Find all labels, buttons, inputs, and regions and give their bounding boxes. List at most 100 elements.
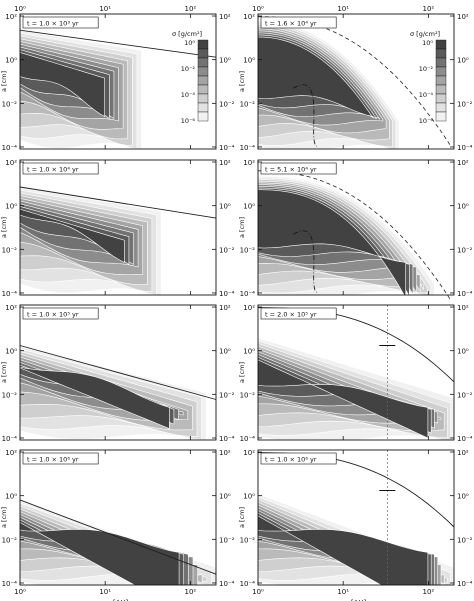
y-tick-label-left: 10⁻² <box>240 246 256 254</box>
y-tick-label-right: 10² <box>457 159 469 167</box>
y-tick-label-right: 10⁻² <box>457 246 473 254</box>
x-tick-label-top: 10⁰ <box>252 5 264 13</box>
y-tick-label-left: 10² <box>243 13 255 21</box>
y-tick-label-left: 10⁰ <box>243 493 255 501</box>
y-axis-label: a [cm] <box>238 71 246 92</box>
colorbar-tick-label-left: 10⁻⁴ <box>181 91 196 99</box>
y-tick-label-right: 10⁰ <box>457 203 469 211</box>
y-tick-label-left: 10⁰ <box>243 348 255 356</box>
y-axis-label: a [cm] <box>0 71 8 92</box>
x-tick-label-bottom: 10² <box>184 588 196 596</box>
time-label: t = 2.0 × 10⁵ yr <box>265 311 317 319</box>
y-tick-label-right: 10⁻⁴ <box>457 580 473 588</box>
colorbar-tick-label-left: 10⁻² <box>419 65 434 73</box>
colorbar: σ [g/cm²]10⁰ 10⁻² 10⁻⁴ 10⁻⁶ <box>410 30 447 125</box>
colorbar-tick-label-left: 10⁻² <box>181 65 196 73</box>
y-tick-label-right: 10⁻⁴ <box>219 144 235 152</box>
y-tick-label-left: 10² <box>5 159 17 167</box>
y-tick-label-left: 10⁻⁴ <box>240 580 256 588</box>
y-tick-label-left: 10² <box>5 304 17 312</box>
y-tick-label-left: 10² <box>243 304 255 312</box>
x-axis-label: r [AU] <box>108 599 129 601</box>
dash-dot-curve <box>293 84 318 147</box>
colorbar-swatch <box>435 39 447 50</box>
y-tick-label-left: 10⁻² <box>240 536 256 544</box>
colorbar-swatch <box>435 48 447 59</box>
y-tick-label-right: 10⁻² <box>457 100 473 108</box>
time-label-box <box>260 452 337 465</box>
time-label-box <box>260 16 337 29</box>
y-tick-label-right: 10² <box>219 159 231 167</box>
y-tick-label-right: 10⁻⁴ <box>457 144 473 152</box>
y-tick-label-right: 10² <box>457 304 469 312</box>
fragmentation-limit-line <box>19 345 217 400</box>
y-tick-label-right: 10⁰ <box>219 203 231 211</box>
y-axis-label: a [cm] <box>0 362 8 383</box>
x-tick-label-bottom: 10¹ <box>337 588 349 596</box>
panel-frame <box>257 159 455 296</box>
y-tick-label-left: 10² <box>243 159 255 167</box>
colorbar-swatch <box>435 111 447 122</box>
panel-frame <box>19 159 217 296</box>
contour-field <box>258 493 454 585</box>
panel-frame <box>19 304 217 441</box>
y-tick-label-right: 10⁰ <box>457 57 469 65</box>
y-tick-label-left: 10⁻⁴ <box>240 144 256 152</box>
time-label-box <box>22 307 99 320</box>
y-tick-label-left: 10⁻² <box>2 100 18 108</box>
contour-band <box>258 359 429 439</box>
y-tick-label-right: 10⁰ <box>457 348 469 356</box>
colorbar-label: σ [g/cm²] <box>172 30 202 38</box>
panel-frame <box>257 304 455 441</box>
y-tick-label-right: 10⁰ <box>219 348 231 356</box>
dashed-boundary-line <box>257 170 451 300</box>
y-tick-label-right: 10⁻⁴ <box>219 580 235 588</box>
panel-right-2: 10² 10² 10⁰ 10⁰ 10⁻² 10⁻² 10⁻⁴ 10⁻⁴ a [cm] t = 5.… <box>238 159 473 300</box>
y-tick-label-right: 10⁻⁴ <box>457 290 473 298</box>
colorbar-swatch <box>435 66 447 77</box>
contour-band <box>20 522 180 585</box>
y-tick-label-right: 10⁻² <box>219 536 235 544</box>
y-tick-label-right: 10⁻² <box>457 536 473 544</box>
y-axis-label: a [cm] <box>238 507 246 528</box>
colorbar-swatch <box>197 48 209 59</box>
y-tick-label-right: 10² <box>219 13 231 21</box>
y-tick-label-left: 10⁰ <box>5 493 17 501</box>
y-tick-label-right: 10⁰ <box>219 57 231 65</box>
time-label-box <box>260 162 337 175</box>
y-tick-label-right: 10⁻² <box>219 100 235 108</box>
y-tick-label-left: 10⁻⁴ <box>2 144 18 152</box>
y-axis-label: a [cm] <box>238 217 246 238</box>
colorbar-swatch <box>197 93 209 104</box>
contour-band <box>258 36 374 119</box>
colorbar-swatch <box>197 66 209 77</box>
contour-field <box>258 337 454 440</box>
colorbar-tick-label-left: 10⁻⁴ <box>419 91 434 99</box>
contour-band <box>20 366 170 429</box>
panel-frame <box>257 449 455 586</box>
y-tick-label-left: 10⁻² <box>240 100 256 108</box>
fragmentation-limit-line <box>19 186 217 219</box>
y-tick-label-right: 10² <box>457 449 469 457</box>
y-tick-label-right: 10⁻² <box>219 391 235 399</box>
colorbar-tick-label-left: 10⁰ <box>422 39 433 47</box>
colorbar-swatch <box>197 39 209 50</box>
x-tick-label-top: 10¹ <box>99 5 111 13</box>
fragmentation-limit-line <box>19 29 217 58</box>
time-label-box <box>22 452 99 465</box>
x-tick-label-bottom: 10⁰ <box>252 588 264 596</box>
fragmentation-limit-line <box>19 499 217 575</box>
y-tick-label-left: 10⁰ <box>5 203 17 211</box>
y-axis-label: a [cm] <box>0 217 8 238</box>
colorbar-swatch <box>197 84 209 95</box>
time-label: t = 5.1 × 10⁴ yr <box>265 166 317 174</box>
contour-band <box>258 515 429 585</box>
x-tick-label-bottom: 10² <box>422 588 434 596</box>
contour-band <box>20 52 105 118</box>
y-tick-label-left: 10⁻² <box>2 536 18 544</box>
colorbar-swatch <box>435 102 447 113</box>
contour-band <box>258 189 406 295</box>
